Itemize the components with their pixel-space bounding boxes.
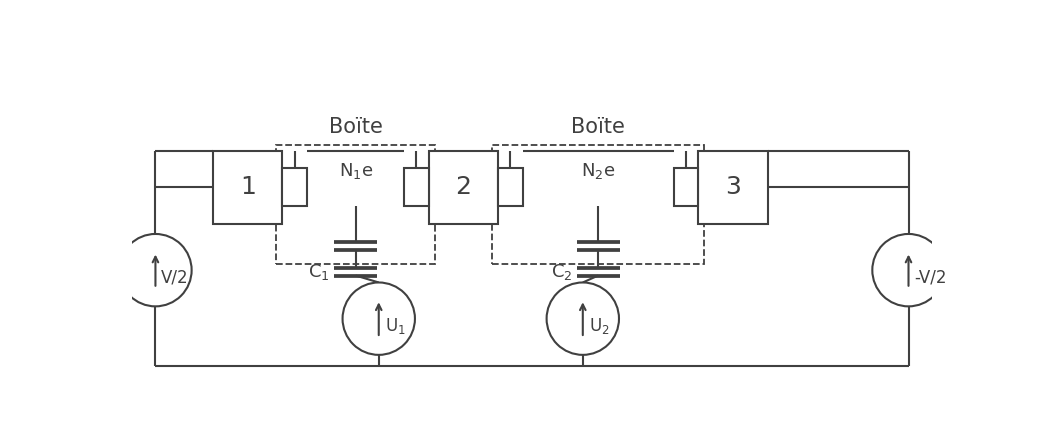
Text: 1: 1 bbox=[240, 175, 255, 199]
Text: U$_2$: U$_2$ bbox=[589, 316, 609, 336]
Bar bbox=[276, 145, 435, 264]
Text: -V/2: -V/2 bbox=[913, 269, 947, 287]
Circle shape bbox=[872, 234, 945, 306]
Text: Boïte: Boïte bbox=[329, 117, 383, 137]
Circle shape bbox=[343, 282, 415, 355]
Text: U$_1$: U$_1$ bbox=[385, 316, 406, 336]
Text: Boïte: Boïte bbox=[571, 117, 625, 137]
Bar bbox=[498, 168, 523, 206]
Bar bbox=[282, 168, 307, 206]
Bar bbox=[674, 168, 699, 206]
Bar bbox=[492, 145, 705, 264]
Bar bbox=[429, 151, 498, 224]
Bar bbox=[404, 168, 429, 206]
Text: C$_1$: C$_1$ bbox=[308, 262, 329, 282]
Text: V/2: V/2 bbox=[161, 269, 189, 287]
Circle shape bbox=[119, 234, 192, 306]
Text: 2: 2 bbox=[456, 175, 471, 199]
Bar bbox=[213, 151, 282, 224]
Text: C$_2$: C$_2$ bbox=[550, 262, 572, 282]
Text: 3: 3 bbox=[725, 175, 741, 199]
Text: N$_2$e: N$_2$e bbox=[581, 161, 616, 181]
Circle shape bbox=[547, 282, 619, 355]
Text: N$_1$e: N$_1$e bbox=[338, 161, 373, 181]
Bar bbox=[699, 151, 767, 224]
